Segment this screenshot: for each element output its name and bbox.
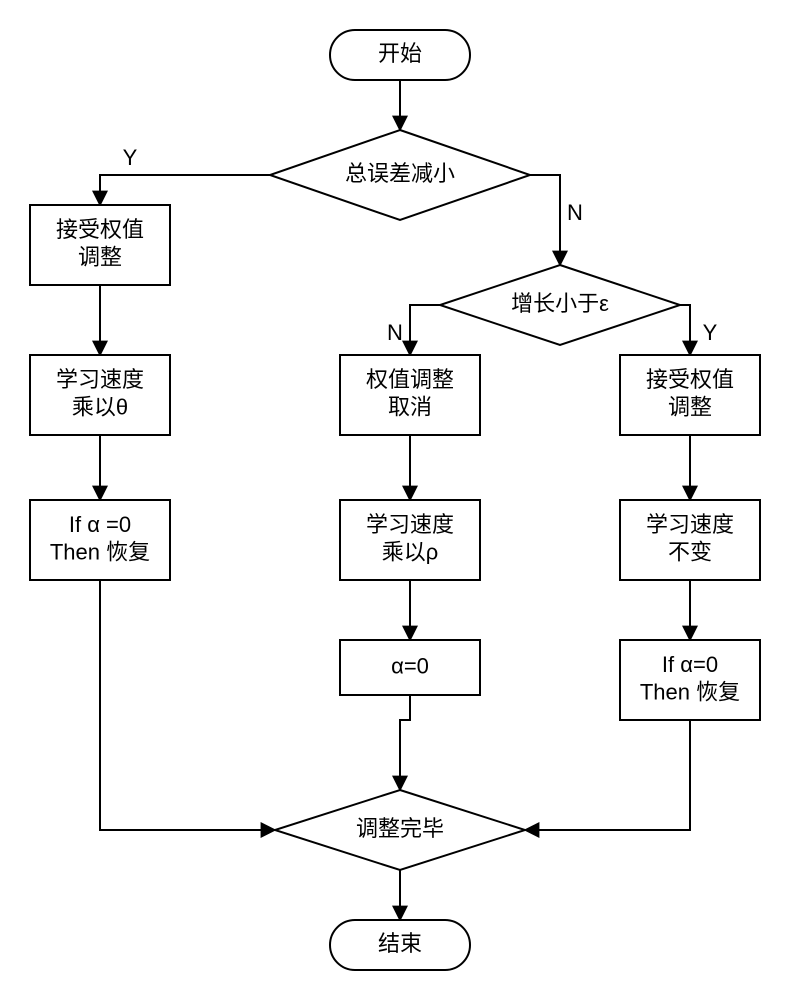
- node-label: 权值调整: [366, 367, 454, 392]
- node-mid3: α=0: [340, 640, 480, 695]
- node-label: 接受权值: [56, 217, 144, 242]
- edge: [530, 175, 560, 265]
- node-label: α=0: [391, 653, 429, 678]
- node-label: 调整: [78, 245, 122, 270]
- node-start: 开始: [330, 30, 470, 80]
- edge-label: N: [567, 200, 583, 225]
- node-label: 增长小于ε: [511, 291, 609, 316]
- edge-label: Y: [703, 320, 718, 345]
- flowchart-canvas: YNNY开始总误差减小增长小于ε接受权值调整学习速度乘以θIf α =0Then…: [0, 0, 805, 1000]
- node-right3: If α=0 Then 恢复: [620, 640, 760, 720]
- node-mid2: 学习速度乘以ρ: [340, 500, 480, 580]
- node-label: Then 恢复: [50, 540, 150, 565]
- node-right1: 接受权值调整: [620, 355, 760, 435]
- node-label: 不变: [668, 540, 712, 565]
- node-label: 总误差减小: [345, 161, 455, 186]
- node-label: 开始: [378, 41, 422, 66]
- node-label: 学习速度: [646, 512, 734, 537]
- node-label: 结束: [378, 931, 422, 956]
- node-d2: 增长小于ε: [440, 265, 680, 345]
- edge: [400, 695, 410, 790]
- node-label: If α=0: [662, 652, 718, 677]
- edge-label: N: [387, 320, 403, 345]
- edge: [100, 580, 275, 830]
- node-end: 结束: [330, 920, 470, 970]
- node-label: 学习速度: [366, 512, 454, 537]
- node-left1: 接受权值调整: [30, 205, 170, 285]
- node-left2: 学习速度乘以θ: [30, 355, 170, 435]
- node-label: 调整完毕: [356, 816, 444, 841]
- edge: [410, 305, 440, 355]
- node-label: 调整: [668, 395, 712, 420]
- node-mid1: 权值调整取消: [340, 355, 480, 435]
- node-d3: 调整完毕: [275, 790, 525, 870]
- edge-label: Y: [123, 145, 138, 170]
- node-label: Then 恢复: [640, 680, 740, 705]
- node-label: 乘以θ: [72, 395, 128, 420]
- node-label: 取消: [388, 395, 432, 420]
- node-label: If α =0: [69, 512, 131, 537]
- node-label: 乘以ρ: [382, 540, 439, 565]
- node-label: 接受权值: [646, 367, 734, 392]
- node-left3: If α =0 Then 恢复: [30, 500, 170, 580]
- edge: [680, 305, 690, 355]
- edge: [525, 720, 690, 830]
- node-d1: 总误差减小: [270, 130, 530, 220]
- edge: [100, 175, 270, 205]
- node-right2: 学习速度不变: [620, 500, 760, 580]
- node-label: 学习速度: [56, 367, 144, 392]
